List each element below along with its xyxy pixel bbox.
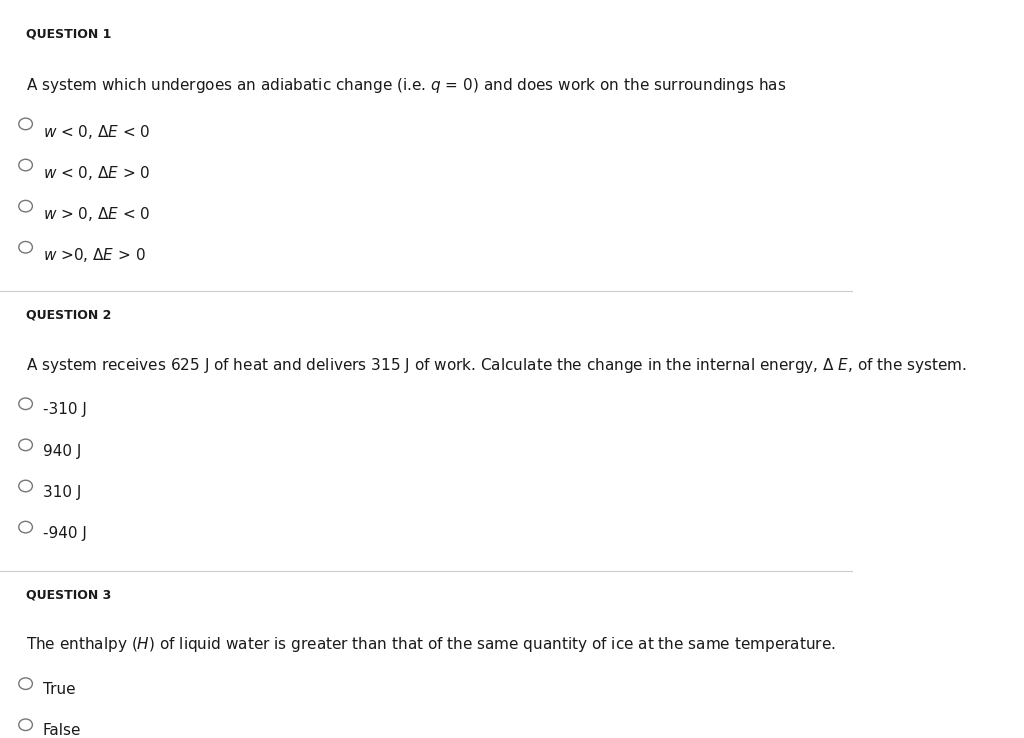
Text: -310 J: -310 J [43, 402, 86, 418]
Text: -940 J: -940 J [43, 525, 86, 541]
Text: False: False [43, 723, 81, 738]
Text: 940 J: 940 J [43, 444, 81, 458]
Text: $w$ < 0, $\Delta E$ > 0: $w$ < 0, $\Delta E$ > 0 [43, 164, 151, 182]
Text: $w$ > 0, $\Delta E$ < 0: $w$ > 0, $\Delta E$ < 0 [43, 205, 151, 223]
Text: A system which undergoes an adiabatic change (i.e. $q$ = 0) and does work on the: A system which undergoes an adiabatic ch… [26, 76, 785, 94]
Text: True: True [43, 683, 76, 697]
Text: A system receives 625 J of heat and delivers 315 J of work. Calculate the change: A system receives 625 J of heat and deli… [26, 356, 967, 375]
Text: 310 J: 310 J [43, 485, 81, 500]
Text: QUESTION 3: QUESTION 3 [26, 589, 111, 601]
Text: QUESTION 2: QUESTION 2 [26, 308, 111, 322]
Text: $w$ < 0, $\Delta E$ < 0: $w$ < 0, $\Delta E$ < 0 [43, 123, 151, 141]
Text: $w$ >0, $\Delta E$ > 0: $w$ >0, $\Delta E$ > 0 [43, 246, 145, 264]
Text: The enthalpy ($H$) of liquid water is greater than that of the same quantity of : The enthalpy ($H$) of liquid water is gr… [26, 635, 836, 655]
Text: QUESTION 1: QUESTION 1 [26, 27, 111, 41]
